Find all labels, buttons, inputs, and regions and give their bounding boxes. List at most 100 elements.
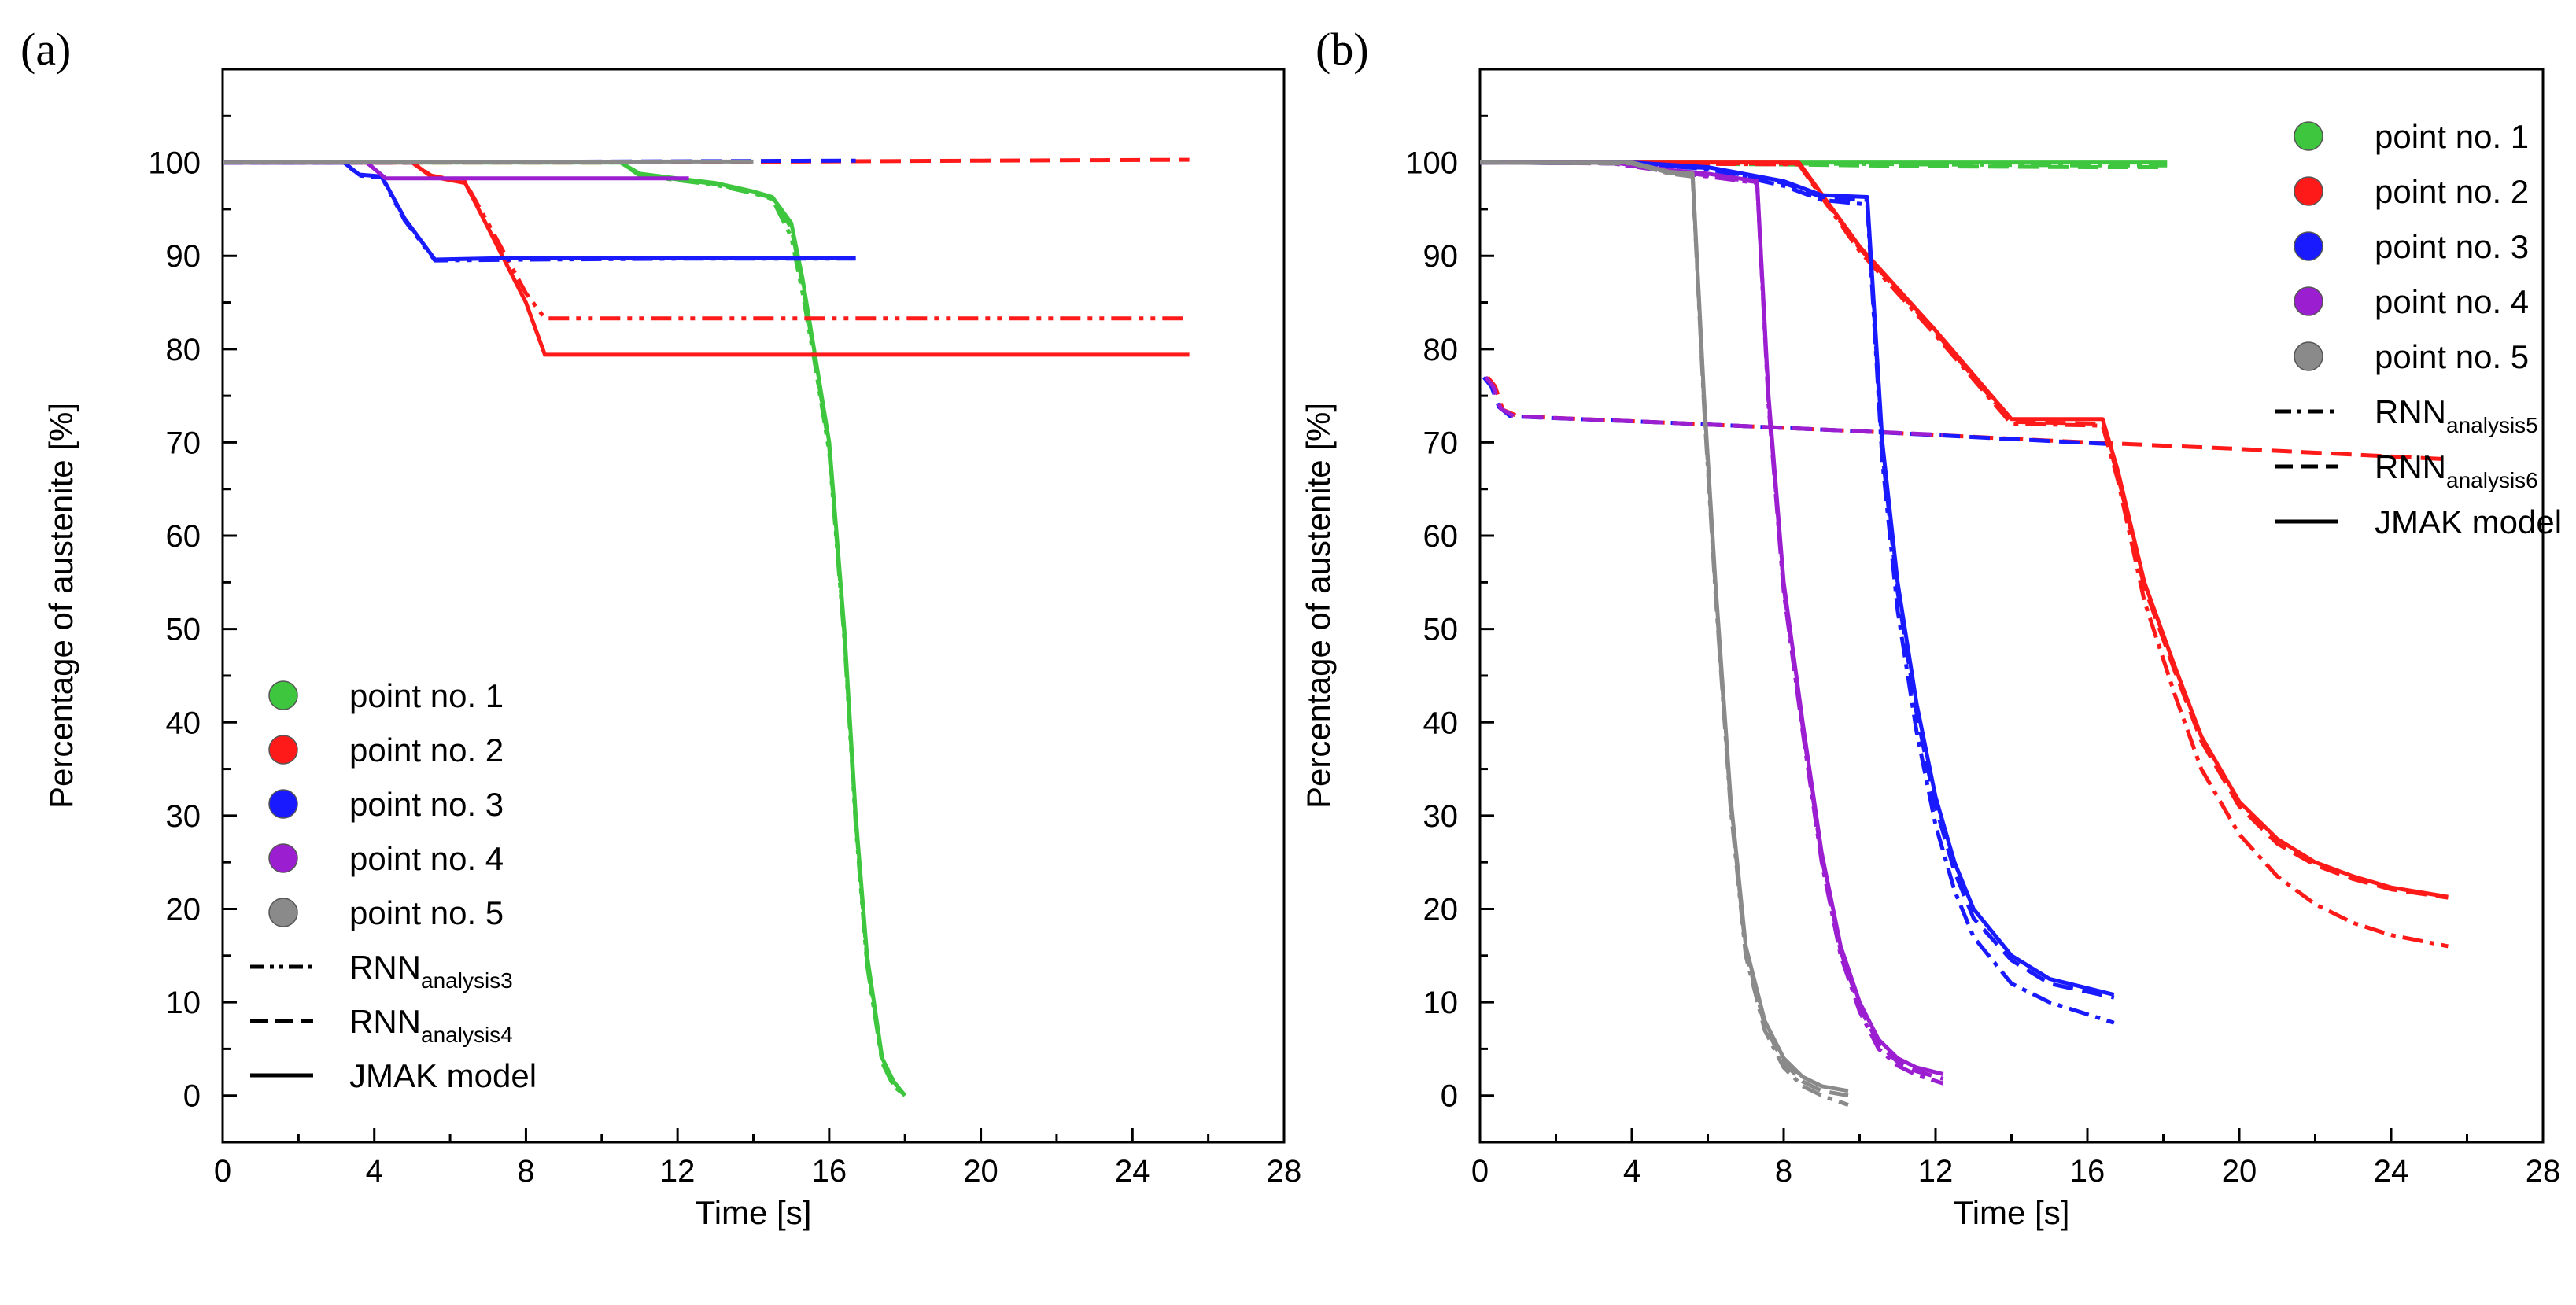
panel-b-xtick-label: 4 — [1623, 1154, 1640, 1189]
panel-a-series-point-no-4-jmak-model — [223, 160, 689, 181]
panel-b-series-rnn-analysis6-point-no-4 — [1484, 375, 1943, 437]
panel-a-ylabel: Percentage of austenite [%] — [42, 403, 79, 809]
panel-a-legend-line-sub: analysis3 — [421, 968, 513, 993]
panel-b-legend-label: point no. 4 — [2375, 283, 2529, 320]
panel-b-series-rnn-analysis6-point-no-3 — [1482, 375, 2114, 447]
panel-a-ytick-label: 0 — [183, 1079, 201, 1114]
panel-b-ytick-label: 70 — [1423, 426, 1459, 460]
panel-a-series-point-no-3-rnn-analysis3 — [223, 160, 856, 263]
panel-a-xtick-label: 20 — [963, 1154, 998, 1189]
panel-a-ytick-label: 80 — [166, 333, 201, 367]
panel-b-legend-marker — [2294, 176, 2323, 206]
panel-b-series-point-no-2-jmak-model — [1480, 160, 2449, 899]
panel-a-legend-label: point no. 1 — [349, 677, 504, 714]
panel-b-ytick-label: 80 — [1423, 333, 1459, 367]
panel-b-series-point-no-2-rnn-analysis6 — [1479, 160, 2449, 900]
panel-a-legend-line-label: RNNanalysis3 — [349, 949, 513, 993]
panel-b-ytick-label: 0 — [1441, 1079, 1458, 1114]
panel-b-ylabel: Percentage of austenite [%] — [1300, 403, 1337, 809]
panel-b-xtick-label: 0 — [1471, 1154, 1489, 1189]
panel-a: (a) 0 4 8 12 16 20 24 28 0 10 20 30 40 50 60 70 80 90 100 Ti… — [20, 24, 1301, 1231]
panel-a-xtick-label: 28 — [1267, 1154, 1302, 1189]
panel-b-legend-line-base: JMAK model — [2375, 503, 2562, 540]
panel-a-xtick-label: 0 — [214, 1154, 231, 1189]
panel-b-legend-line-base: RNN — [2375, 393, 2446, 430]
panel-a-legend-label: point no. 2 — [349, 732, 504, 769]
panel-a-ytick-label: 70 — [166, 426, 201, 460]
panel-a-xtick-label: 12 — [660, 1154, 696, 1189]
panel-b-legend-line-label: RNNanalysis5 — [2375, 393, 2538, 437]
panel-b-series-rnn-analysis6-point-no-2 — [1485, 375, 2449, 462]
panel-a-legend-marker — [268, 843, 298, 873]
panel-a-ytick-label: 10 — [166, 986, 201, 1020]
panel-b-ytick-label: 50 — [1423, 613, 1459, 647]
panel-a-legend-line-base: RNN — [349, 949, 421, 986]
panel-a-series-point-no-5-jmak-model — [222, 159, 754, 165]
panel-a-ytick-label: 20 — [166, 892, 201, 927]
panel-b-legend-line-base: RNN — [2375, 448, 2446, 485]
panel-b-ytick-label: 60 — [1423, 519, 1459, 554]
panel-b-legend-marker — [2294, 231, 2323, 261]
panel-a-ytick-label: 90 — [166, 239, 201, 274]
panel-b-legend-line-label: RNNanalysis6 — [2375, 448, 2538, 492]
panel-b-series-point-no-5-jmak-model — [1480, 160, 1849, 1093]
panel-b-legend-marker — [2294, 121, 2323, 151]
panel-a-ytick-label: 60 — [166, 519, 201, 554]
panel-b-legend-line-label: JMAK model — [2375, 503, 2562, 540]
panel-b-series-point-no-5-rnn-analysis5 — [1479, 160, 1849, 1107]
panel-b-series-point-no-2-rnn-analysis5 — [1479, 160, 2449, 949]
panel-b-legend-line-sub: analysis5 — [2446, 413, 2538, 437]
panel-a-legend-line-sub: analysis4 — [421, 1023, 513, 1047]
panel-a-legend-line-base: RNN — [349, 1003, 421, 1040]
panel-a-legend: point no. 1 point no. 2 point no. 3 point n… — [250, 677, 537, 1094]
panel-b-ytick-label: 90 — [1423, 239, 1459, 274]
panel-a-legend-marker — [268, 735, 298, 765]
panel-b-xlabel: Time [s] — [1954, 1194, 2070, 1231]
panel-b-series-point-no-3-rnn-analysis5 — [1479, 160, 2115, 1025]
panel-a-legend-marker — [268, 789, 298, 819]
panel-a-xtick-label: 8 — [517, 1154, 534, 1189]
panel-b-xtick-label: 12 — [1918, 1154, 1954, 1189]
panel-a-ytick-label: 50 — [166, 613, 201, 647]
panel-b-series-point-no-3-rnn-analysis6 — [1479, 160, 2115, 1000]
panel-b-ytick-label: 100 — [1405, 146, 1458, 181]
panel-b-legend-marker — [2294, 341, 2323, 371]
panel-b-series-point-no-5-rnn-analysis6 — [1479, 160, 1849, 1098]
panel-a-legend-label: point no. 4 — [349, 840, 504, 877]
panel-b-legend: point no. 1 point no. 2 point no. 3 point n… — [2275, 118, 2562, 540]
panel-a-legend-label: point no. 5 — [349, 894, 504, 931]
panel-b-ytick-label: 40 — [1423, 706, 1459, 740]
panel-a-legend-line-label: RNNanalysis4 — [349, 1003, 513, 1047]
panel-b-legend-label: point no. 2 — [2375, 173, 2529, 210]
panel-b-legend-line-sub: analysis6 — [2446, 468, 2538, 492]
panel-a-xtick-label: 4 — [366, 1154, 383, 1189]
panel-a-legend-label: point no. 3 — [349, 786, 504, 823]
panel-b-series-point-no-4-rnn-analysis6 — [1479, 160, 1944, 1081]
panel-b-xtick-label: 20 — [2222, 1154, 2257, 1189]
panel-b-label: (b) — [1316, 24, 1369, 75]
panel-a-series-point-no-1-rnn-analysis4 — [223, 160, 906, 1097]
panel-b-series-point-no-1-rnn-analysis6 — [1479, 160, 2168, 169]
panel-a-legend-marker — [268, 898, 298, 927]
panel-b-legend-marker — [2294, 286, 2323, 316]
panel-b-xtick-label: 8 — [1775, 1154, 1792, 1189]
panel-a-xtick-label: 24 — [1115, 1154, 1150, 1189]
panel-a-xlabel: Time [s] — [696, 1194, 812, 1231]
panel-b-ytick-label: 30 — [1423, 799, 1459, 834]
panel-b: (b) 0 4 8 12 16 20 24 28 0 10 20 30 40 50 60 70 80 90 100 Ti… — [1300, 24, 2562, 1231]
panel-a-xtick-label: 16 — [812, 1154, 847, 1189]
panel-b-series-point-no-3-jmak-model — [1480, 160, 2115, 997]
panel-a-ytick-label: 100 — [148, 146, 201, 181]
panel-a-legend-marker — [268, 680, 298, 710]
panel-a-legend-line-label: JMAK model — [349, 1057, 537, 1094]
panel-a-legend-line-base: JMAK model — [349, 1057, 537, 1094]
panel-b-xtick-label: 24 — [2374, 1154, 2409, 1189]
panel-a-ytick-label: 40 — [166, 706, 201, 740]
panel-a-series-point-no-1-rnn-analysis3 — [223, 160, 906, 1097]
panel-a-label: (a) — [20, 24, 71, 75]
panel-b-ytick-label: 20 — [1423, 892, 1459, 927]
panel-b-legend-label: point no. 1 — [2375, 118, 2529, 155]
panel-a-series-point-no-2-rnn-analysis3 — [223, 160, 1190, 321]
panel-b-legend-label: point no. 3 — [2375, 228, 2529, 265]
